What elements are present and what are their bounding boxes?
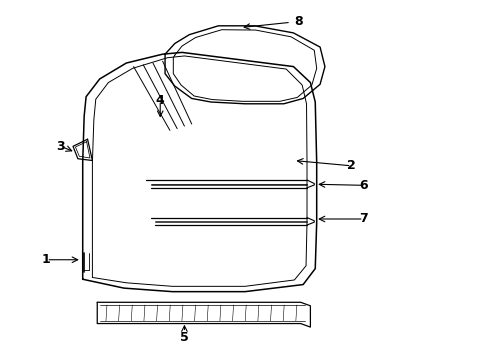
Text: 4: 4 xyxy=(156,94,165,107)
Text: 1: 1 xyxy=(42,253,51,266)
Text: 6: 6 xyxy=(359,179,368,192)
Text: 3: 3 xyxy=(57,140,65,153)
Text: 5: 5 xyxy=(180,331,189,344)
Text: 2: 2 xyxy=(347,159,356,172)
Text: 7: 7 xyxy=(359,212,368,225)
Text: 8: 8 xyxy=(294,15,303,28)
